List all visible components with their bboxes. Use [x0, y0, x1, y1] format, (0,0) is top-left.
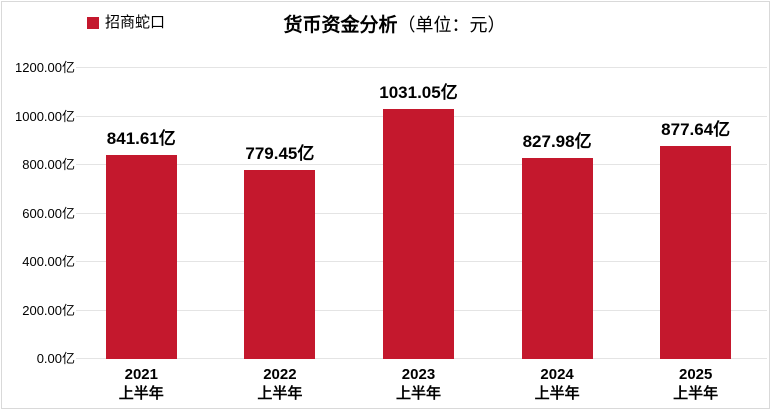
x-axis-year-line: 2022 — [263, 366, 297, 383]
y-axis-tick-label: 1200.00亿 — [15, 60, 75, 75]
chart-title: 货币资金分析（单位：元） — [2, 10, 769, 37]
x-axis-period-line: 上半年 — [673, 385, 719, 402]
x-axis-category-label: 2021 上半年 — [72, 365, 211, 403]
y-axis-tick-label: 0.00亿 — [36, 351, 75, 366]
gridline — [76, 67, 767, 68]
chart-title-unit: （单位：元） — [397, 15, 506, 35]
y-axis-tick-label: 600.00亿 — [22, 205, 75, 221]
chart-title-text: 货币资金分析 — [283, 15, 398, 36]
chart-header: 招商蛇口 货币资金分析（单位：元） — [2, 2, 769, 50]
x-axis-year-line: 2025 — [678, 366, 713, 383]
bar-slot: 779.45亿 — [211, 68, 350, 359]
y-axis: 0.00亿 200.00亿 400.00亿 600.00亿 800.00亿 1000.00… — [2, 60, 75, 366]
bar-slot: 827.98亿 — [488, 68, 627, 359]
bar-2023[interactable] — [382, 108, 454, 359]
bar-slot: 841.61亿 — [72, 68, 211, 359]
legend-label: 招商蛇口 — [105, 14, 166, 31]
bar-slot: 877.64亿 — [626, 68, 765, 359]
bar-value-label: 779.45亿 — [245, 143, 315, 163]
bar-2021[interactable] — [105, 154, 177, 359]
bar-2025[interactable] — [660, 146, 732, 359]
x-axis-period-line: 上半年 — [118, 385, 164, 402]
bar-2022[interactable] — [244, 169, 316, 359]
legend-item[interactable]: 招商蛇口 — [87, 15, 165, 30]
bar-value-label: 1031.05亿 — [379, 82, 458, 102]
x-axis-category-label: 2024 上半年 — [488, 365, 627, 403]
x-axis: 2021 上半年 2022 上半年 2023 上半年 2024 上半年 2025 上半年 — [72, 365, 765, 403]
x-axis-category-label: 2025 上半年 — [626, 365, 765, 403]
y-axis-tick-label: 800.00亿 — [22, 157, 75, 172]
x-axis-category-label: 2022 上半年 — [211, 365, 350, 403]
x-axis-year-line: 2021 — [124, 366, 158, 383]
x-axis-period-line: 上半年 — [534, 385, 580, 402]
bar-slot: 1031.05亿 — [349, 68, 488, 359]
x-axis-category-label: 2023 上半年 — [349, 365, 488, 403]
bar-value-label: 827.98亿 — [522, 132, 592, 152]
y-axis-tick-label: 1000.00亿 — [15, 108, 75, 124]
bar-2024[interactable] — [521, 158, 593, 359]
bars-row: 841.61亿 779.45亿 1031.05亿 827.98亿 877.64亿 — [72, 68, 765, 359]
x-axis-period-line: 上半年 — [395, 385, 441, 402]
legend-swatch-icon — [87, 16, 99, 29]
x-axis-period-line: 上半年 — [257, 385, 303, 402]
y-axis-tick-label: 400.00亿 — [22, 254, 75, 269]
plot-area: 841.61亿 779.45亿 1031.05亿 827.98亿 877.64亿 — [72, 67, 767, 359]
y-axis-tick-label: 200.00亿 — [22, 302, 75, 318]
x-axis-year-line: 2024 — [540, 366, 574, 383]
x-axis-year-line: 2023 — [401, 366, 436, 383]
bar-value-label: 877.64亿 — [661, 120, 731, 140]
bar-value-label: 841.61亿 — [106, 128, 176, 148]
